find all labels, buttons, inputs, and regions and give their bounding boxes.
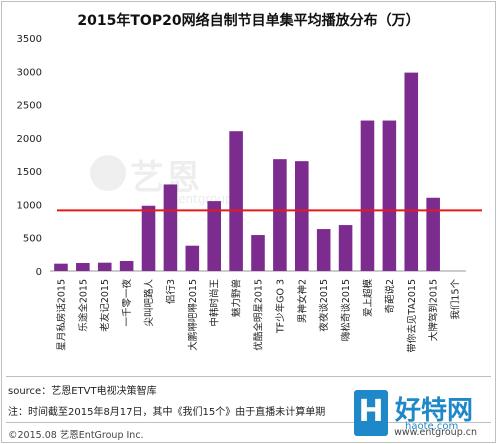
category-label: 乐途全2015: [77, 279, 89, 332]
category-label: 尖叫吧路人: [143, 279, 155, 327]
category-label: 中韩时尚王: [209, 279, 221, 327]
y-tick-label: 1500: [17, 167, 42, 178]
category-label: 爱上超模: [362, 279, 374, 318]
bar: [54, 263, 68, 271]
bar: [273, 159, 287, 271]
y-tick-label: 1000: [17, 200, 42, 211]
category-label: 奇葩说2: [384, 279, 396, 314]
category-label: 带你去见TA2015: [406, 279, 418, 353]
bar: [426, 197, 440, 271]
category-label: 星月私房话2015: [55, 279, 67, 351]
bar: [360, 120, 375, 271]
bar: [295, 161, 309, 271]
brand-badge-letter: H: [358, 394, 384, 429]
category-label: 一千零一夜: [121, 279, 133, 327]
category-label: 男神女神2: [296, 279, 308, 323]
brand-logo-icon: H: [354, 390, 388, 436]
bar: [404, 72, 419, 271]
bar: [185, 245, 200, 271]
y-tick-label: 0: [36, 267, 42, 278]
bar: [141, 205, 156, 271]
bar: [76, 263, 90, 271]
category-label: 老友记2015: [99, 279, 111, 332]
bar: [338, 225, 353, 271]
y-tick-label: 3500: [17, 34, 42, 45]
source-text: source：艺恩ETVT电视决策智库: [8, 386, 157, 397]
bar: [97, 262, 112, 271]
bar: [316, 229, 331, 271]
category-label: 我们15个: [450, 279, 462, 320]
bar: [163, 184, 178, 271]
note-text: 注：时间截至2015年8月17日，其中《我们15个》由于直播未计算单期: [8, 407, 326, 418]
bar: [119, 261, 134, 271]
brand-name: 好特网: [395, 396, 474, 426]
y-tick-label: 500: [23, 234, 42, 245]
chart-title: 2015年TOP20网络自制节目单集平均播放分布（万）: [77, 13, 420, 29]
bar: [382, 120, 397, 271]
copyright-url: www.entgroup.cn: [394, 427, 477, 438]
bar: [229, 131, 243, 271]
category-label: 大鹏嘚吧嘚2015: [187, 279, 199, 351]
bar: [207, 201, 221, 271]
y-tick-label: 2000: [17, 134, 42, 145]
bar-chart: 0 500 1000 1500 2000 2500 3000 3500 星月私房话2015 乐途全…: [17, 34, 482, 353]
footer-divider-2: [6, 422, 491, 423]
category-label: 魅力野兽: [231, 279, 243, 318]
y-tick-label: 2500: [17, 101, 42, 112]
footer-divider: [6, 376, 491, 377]
category-label: 大牌驾到2015: [428, 279, 440, 341]
y-tick-label: 3000: [17, 67, 42, 78]
watermark-logo: [90, 155, 126, 191]
bar: [251, 235, 265, 271]
category-label: 侣行3: [165, 279, 177, 304]
category-label: 夜夜谈2015: [318, 279, 330, 332]
category-label: 优酷全明星2015: [253, 279, 265, 351]
brand-url: haote.com: [405, 421, 459, 432]
category-label: TF少年GO 3: [274, 279, 286, 334]
copyright-text: ©2015.08 艺恩EntGroup Inc.: [8, 430, 144, 441]
category-label: 嗨松奇谈2015: [340, 279, 352, 341]
